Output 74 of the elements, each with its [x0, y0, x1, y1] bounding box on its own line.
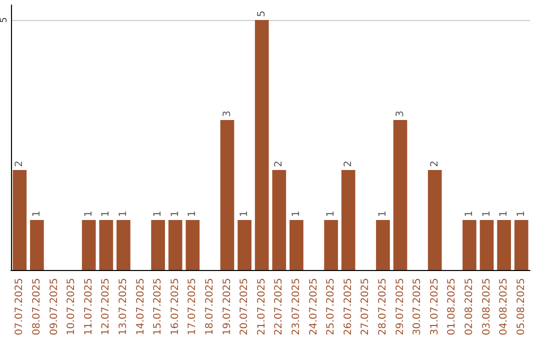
data-label: 1	[498, 210, 510, 217]
x-tick-label: 26.07.2025	[342, 278, 354, 336]
x-tick-label: 04.08.2025	[498, 278, 510, 336]
bar	[462, 220, 476, 270]
bar	[186, 220, 200, 270]
x-tick-label: 16.07.2025	[170, 278, 181, 336]
bar	[82, 220, 96, 270]
x-tick-label: 31.07.2025	[429, 278, 440, 336]
data-label: 2	[14, 160, 26, 167]
data-label: 1	[239, 210, 250, 217]
data-label: 1	[481, 210, 492, 217]
data-label: 3	[222, 110, 233, 117]
bar	[99, 220, 114, 270]
data-label: 1	[170, 210, 181, 217]
x-tick-label: 14.07.2025	[135, 278, 146, 336]
x-tick-label: 10.07.2025	[66, 278, 78, 336]
bar	[393, 120, 408, 270]
x-tick-label: 18.07.2025	[204, 278, 216, 336]
x-tick-label: 29.07.2025	[394, 278, 406, 336]
x-tick-label: 25.07.2025	[326, 278, 337, 336]
bar	[30, 220, 44, 270]
x-tick-label: 08.07.2025	[31, 278, 42, 336]
data-label: 1	[152, 210, 164, 217]
data-label: 1	[100, 210, 112, 217]
x-tick-label: 23.07.2025	[290, 278, 302, 336]
bar	[254, 20, 269, 270]
data-label: 1	[464, 210, 475, 217]
bar	[290, 220, 304, 270]
bar	[116, 220, 130, 270]
x-tick-label: 22.07.2025	[274, 278, 285, 336]
bar	[341, 170, 356, 270]
bar	[151, 220, 165, 270]
x-tick-label: 20.07.2025	[239, 278, 250, 336]
data-label: 1	[326, 210, 337, 217]
bar	[376, 220, 390, 270]
data-label: 2	[274, 160, 285, 167]
bar	[480, 220, 494, 270]
bar	[497, 220, 511, 270]
data-label: 1	[31, 210, 42, 217]
x-tick-label: 21.07.2025	[256, 278, 268, 336]
x-tick-label: 05.08.2025	[516, 278, 527, 336]
data-label: 5	[256, 10, 268, 17]
data-label: 3	[394, 110, 406, 117]
bar	[428, 170, 442, 270]
x-tick-label: 03.08.2025	[481, 278, 492, 336]
data-label: 1	[118, 210, 129, 217]
data-label: 1	[187, 210, 198, 217]
x-tick-label: 27.07.2025	[360, 278, 372, 336]
x-tick-label: 02.08.2025	[464, 278, 475, 336]
x-tick-label: 30.07.2025	[412, 278, 424, 336]
x-tick-label: 24.07.2025	[308, 278, 320, 336]
data-label: 2	[429, 160, 440, 167]
x-tick-label: 11.07.2025	[83, 278, 94, 336]
x-tick-label: 15.07.2025	[152, 278, 164, 336]
x-tick-label: 19.07.2025	[222, 278, 233, 336]
x-tick-label: 01.08.2025	[446, 278, 458, 336]
bar	[168, 220, 182, 270]
x-tick-label: 07.07.2025	[14, 278, 26, 336]
data-label: 1	[83, 210, 94, 217]
bar	[220, 120, 234, 270]
x-tick-label: 09.07.2025	[48, 278, 60, 336]
bar	[12, 170, 27, 270]
x-tick-label: 13.07.2025	[118, 278, 129, 336]
data-label: 1	[290, 210, 302, 217]
x-tick-label: 12.07.2025	[100, 278, 112, 336]
data-label: 1	[516, 210, 527, 217]
bar	[514, 220, 528, 270]
bar	[272, 170, 286, 270]
data-label: 2	[342, 160, 354, 167]
x-tick-label: 17.07.2025	[187, 278, 198, 336]
x-tick-label: 28.07.2025	[377, 278, 388, 336]
bar	[238, 220, 252, 270]
bar	[324, 220, 338, 270]
data-label: 1	[377, 210, 388, 217]
